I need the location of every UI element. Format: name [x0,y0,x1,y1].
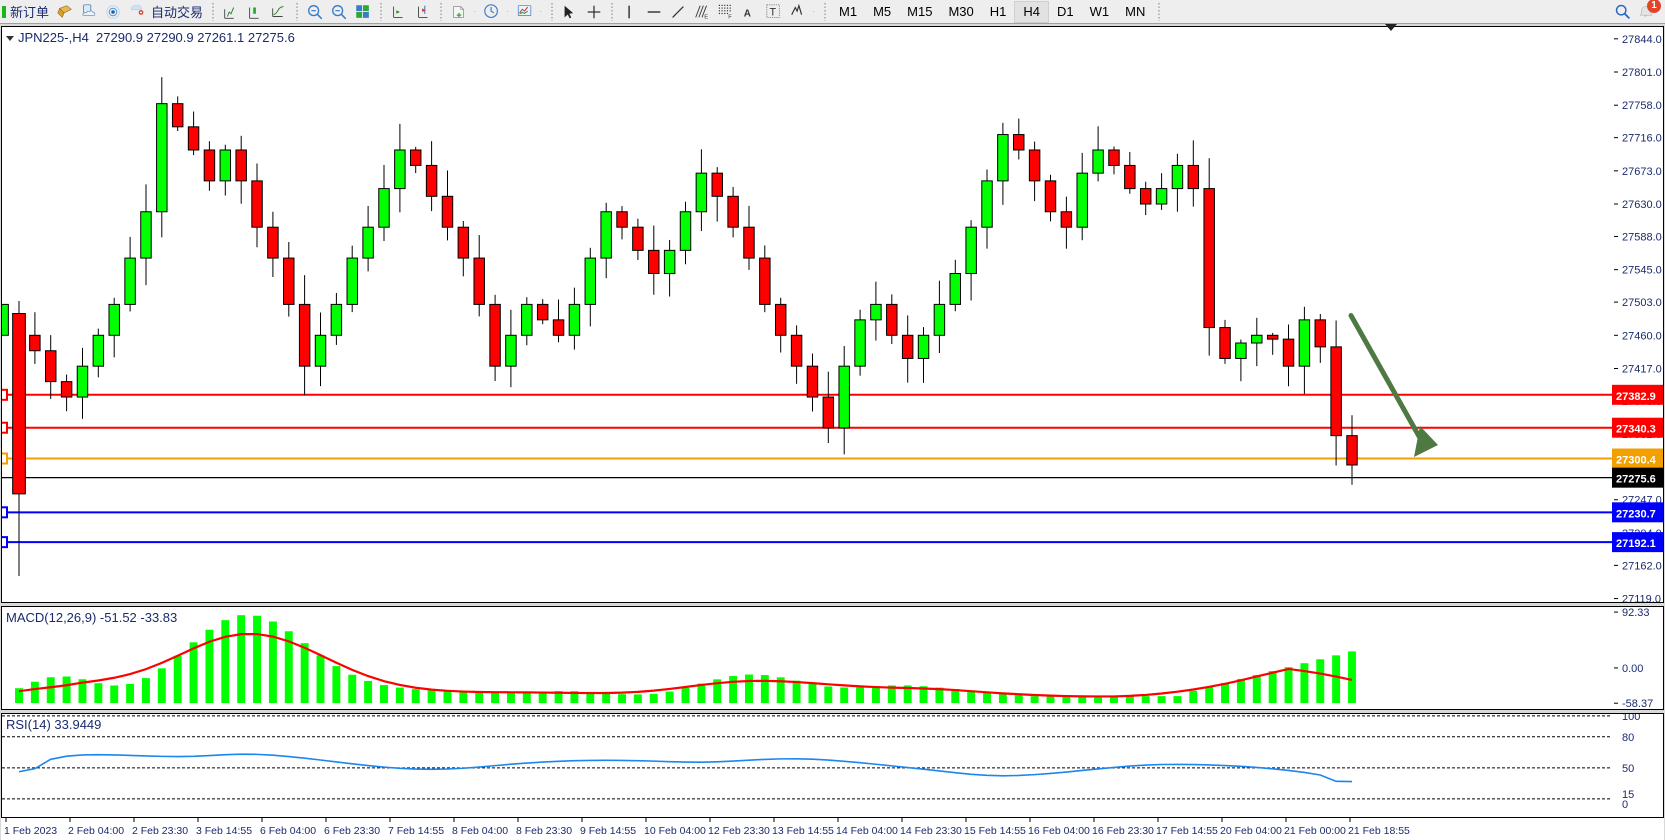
svg-text:27545.0: 27545.0 [1622,265,1662,277]
svg-text:27340.3: 27340.3 [1616,424,1656,436]
svg-text:12 Feb 23:30: 12 Feb 23:30 [708,825,770,837]
svg-text:27503.0: 27503.0 [1622,297,1662,309]
svg-text:-58.37: -58.37 [1622,698,1653,710]
svg-text:8 Feb 23:30: 8 Feb 23:30 [516,825,572,837]
svg-text:21 Feb 00:00: 21 Feb 00:00 [1284,825,1346,837]
svg-text:17 Feb 14:55: 17 Feb 14:55 [1156,825,1218,837]
svg-text:27300.4: 27300.4 [1616,455,1657,467]
svg-text:50: 50 [1622,763,1634,775]
svg-text:3 Feb 14:55: 3 Feb 14:55 [196,825,252,837]
svg-text:27673.0: 27673.0 [1622,166,1662,178]
svg-text:27382.9: 27382.9 [1616,391,1656,403]
svg-text:27844.0: 27844.0 [1622,34,1662,46]
svg-text:27588.0: 27588.0 [1622,231,1662,243]
svg-text:F: F [728,14,732,20]
svg-text:E: E [704,14,708,20]
svg-text:T: T [770,6,777,18]
svg-text:13 Feb 14:55: 13 Feb 14:55 [772,825,834,837]
svg-text:27417.0: 27417.0 [1622,363,1662,375]
svg-text:7 Feb 14:55: 7 Feb 14:55 [388,825,444,837]
svg-text:27460.0: 27460.0 [1622,330,1662,342]
svg-text:27275.6: 27275.6 [1616,474,1656,486]
svg-text:6 Feb 04:00: 6 Feb 04:00 [260,825,316,837]
svg-text:27162.0: 27162.0 [1622,560,1662,572]
svg-text:80: 80 [1622,732,1634,744]
svg-text:8 Feb 04:00: 8 Feb 04:00 [452,825,508,837]
svg-text:16 Feb 04:00: 16 Feb 04:00 [1028,825,1090,837]
svg-text:27630.0: 27630.0 [1622,199,1662,211]
svg-text:14 Feb 23:30: 14 Feb 23:30 [900,825,962,837]
svg-text:20 Feb 04:00: 20 Feb 04:00 [1220,825,1282,837]
svg-text:2 Feb 23:30: 2 Feb 23:30 [132,825,188,837]
svg-text:27192.1: 27192.1 [1616,538,1656,550]
svg-text:27230.7: 27230.7 [1616,508,1656,520]
svg-text:0.00: 0.00 [1622,663,1643,675]
svg-text:92.33: 92.33 [1622,607,1650,619]
svg-text:A: A [744,8,751,19]
svg-text:16 Feb 23:30: 16 Feb 23:30 [1092,825,1154,837]
svg-text:100: 100 [1622,714,1640,723]
svg-text:15 Feb 14:55: 15 Feb 14:55 [964,825,1026,837]
svg-text:27119.0: 27119.0 [1622,594,1661,603]
svg-text:2 Feb 04:00: 2 Feb 04:00 [68,825,124,837]
svg-text:1 Feb 2023: 1 Feb 2023 [4,825,57,837]
svg-text:27716.0: 27716.0 [1622,133,1662,145]
svg-text:6 Feb 23:30: 6 Feb 23:30 [324,825,380,837]
svg-text:21 Feb 18:55: 21 Feb 18:55 [1348,825,1410,837]
svg-text:27758.0: 27758.0 [1622,100,1662,112]
svg-text:9 Feb 14:55: 9 Feb 14:55 [580,825,636,837]
svg-text:14 Feb 04:00: 14 Feb 04:00 [836,825,898,837]
svg-text:0: 0 [1622,799,1628,811]
svg-text:10 Feb 04:00: 10 Feb 04:00 [644,825,706,837]
svg-text:27801.0: 27801.0 [1622,67,1662,79]
